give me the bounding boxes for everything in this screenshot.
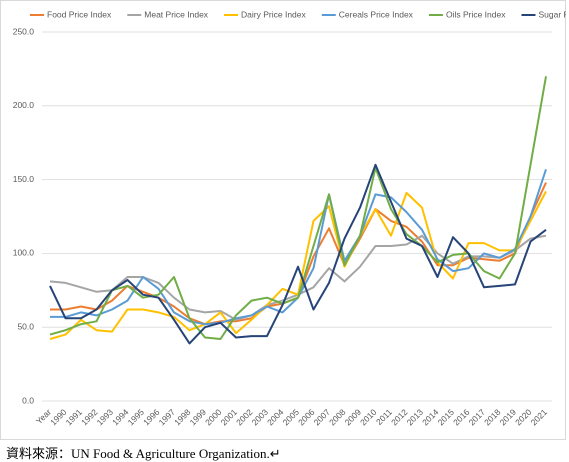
y-tick-label: 200.0 bbox=[13, 100, 35, 110]
legend-label: Sugar Price Index bbox=[538, 9, 566, 19]
chart-frame bbox=[0, 0, 566, 440]
legend-label: Dairy Price Index bbox=[241, 9, 306, 19]
caption: 資料來源：UN Food & Agriculture Organization.… bbox=[6, 446, 281, 461]
legend-label: Cereals Price Index bbox=[339, 9, 414, 19]
legend-label: Food Price Index bbox=[47, 9, 112, 19]
y-tick-label: 100.0 bbox=[13, 248, 35, 258]
legend-label: Oils Price Index bbox=[446, 9, 506, 19]
series-line bbox=[49, 163, 547, 345]
legend-label: Meat Price Index bbox=[144, 9, 209, 19]
y-tick-label: 150.0 bbox=[13, 174, 35, 184]
series-line bbox=[49, 76, 547, 340]
y-tick-label: 0.0 bbox=[22, 395, 34, 405]
y-tick-label: 250.0 bbox=[13, 26, 35, 36]
chart: 0.050.0100.0150.0200.0250.0Year199019911… bbox=[0, 0, 566, 440]
y-tick-label: 50.0 bbox=[17, 321, 34, 331]
